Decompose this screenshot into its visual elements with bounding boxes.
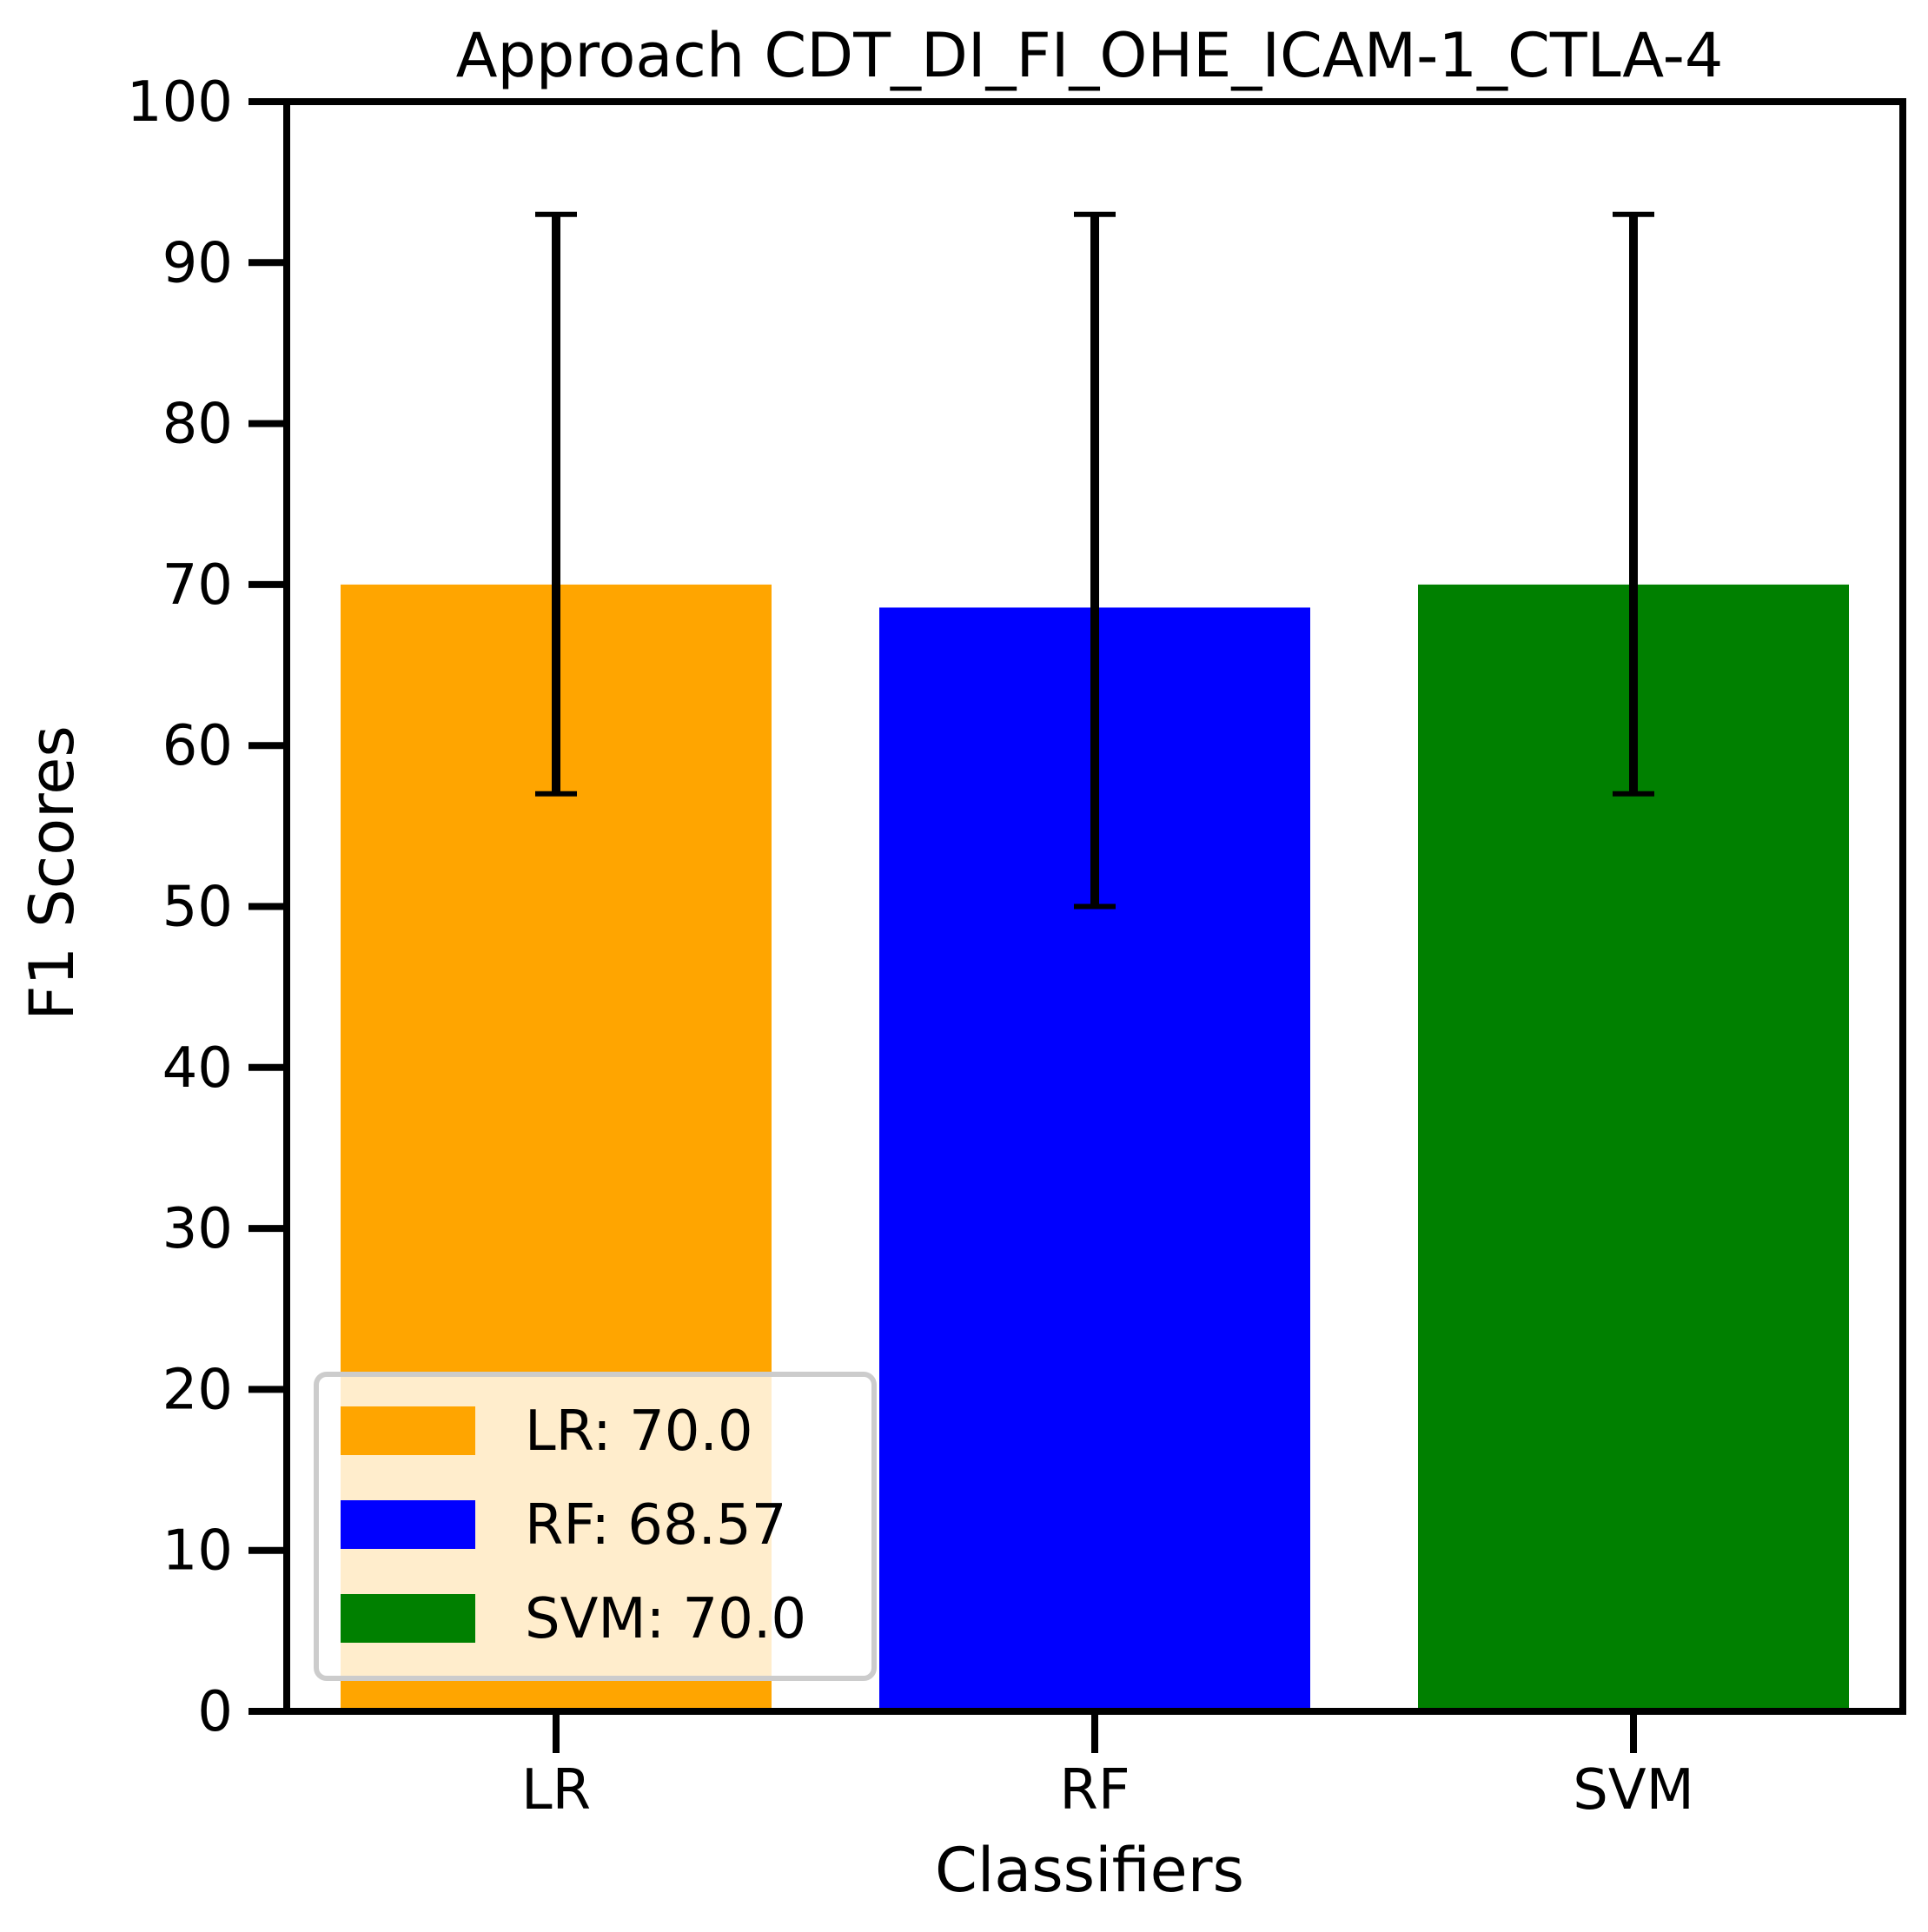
x-axis-title: Classifiers bbox=[935, 1835, 1244, 1906]
x-tick-label: RF bbox=[1059, 1758, 1130, 1823]
y-axis-title: F1 Scores bbox=[17, 725, 88, 1021]
y-tick-label: 60 bbox=[162, 714, 233, 778]
plot-area: 0 10 20 30 40 50 60 70 80 90 100 LR RF SVM bbox=[127, 70, 1906, 1823]
error-bar-lr bbox=[535, 211, 577, 797]
y-tick-label: 0 bbox=[197, 1680, 233, 1744]
y-tick-label: 80 bbox=[162, 393, 233, 457]
y-tick-label: 70 bbox=[162, 553, 233, 618]
y-tick-label: 10 bbox=[162, 1519, 233, 1584]
error-bar-svm bbox=[1613, 211, 1654, 797]
legend-label-svm: SVM: 70.0 bbox=[525, 1587, 806, 1651]
legend: LR: 70.0 RF: 68.57 SVM: 70.0 bbox=[314, 1372, 877, 1681]
y-tick-label: 30 bbox=[162, 1197, 233, 1261]
legend-label-lr: LR: 70.0 bbox=[525, 1399, 753, 1464]
y-tick-label: 90 bbox=[162, 231, 233, 295]
x-tick-label: LR bbox=[521, 1758, 591, 1823]
y-tick-label: 40 bbox=[162, 1036, 233, 1101]
legend-swatch-rf bbox=[341, 1500, 475, 1549]
legend-swatch-lr bbox=[341, 1406, 475, 1455]
y-tick-label: 20 bbox=[162, 1358, 233, 1422]
x-tick-label: SVM bbox=[1573, 1758, 1694, 1823]
y-tick-label: 50 bbox=[162, 876, 233, 940]
chart-title: Approach CDT_DI_FI_OHE_ICAM-1_CTLA-4 bbox=[456, 20, 1724, 91]
legend-label-rf: RF: 68.57 bbox=[525, 1493, 786, 1558]
error-bar-rf bbox=[1074, 211, 1116, 910]
legend-swatch-svm bbox=[341, 1594, 475, 1643]
y-tick-label: 100 bbox=[127, 70, 233, 135]
